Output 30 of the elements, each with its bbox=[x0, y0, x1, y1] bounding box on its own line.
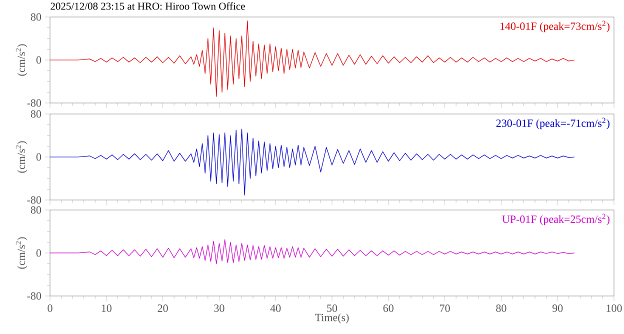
y-tick-label: -80 bbox=[27, 99, 42, 107]
y-axis-title: (cm/s$^{2}$) bbox=[16, 44, 28, 76]
y-tick-label: 0 bbox=[36, 249, 42, 257]
x-tick-label: 70 bbox=[440, 304, 450, 312]
x-tick-label: 20 bbox=[158, 304, 168, 312]
y-tick-label: 80 bbox=[30, 110, 42, 118]
x-tick-label: 80 bbox=[496, 304, 506, 312]
x-tick-label: 30 bbox=[214, 304, 224, 312]
x-tick-label: 0 bbox=[48, 304, 52, 312]
line-series bbox=[50, 128, 575, 196]
y-axis-title: (cm/s$^{2}$) bbox=[16, 237, 28, 269]
y-axis-title: (cm/s$^{2}$) bbox=[16, 141, 28, 173]
text: 230-01F (peak=-71cm/s$^{2}$) bbox=[496, 118, 610, 130]
x-tick-label: 60 bbox=[383, 304, 394, 312]
y-tick-label: 80 bbox=[30, 206, 42, 214]
y-tick-label: 80 bbox=[30, 13, 42, 21]
x-tick-label: 40 bbox=[270, 304, 281, 312]
y-tick-label: 0 bbox=[36, 153, 42, 161]
x-tick-label: 50 bbox=[327, 304, 338, 312]
x-tick-label: 10 bbox=[102, 304, 112, 312]
y-tick-label: -80 bbox=[27, 196, 42, 204]
text: 140-01F (peak=73cm/s$^{2}$) bbox=[500, 20, 610, 32]
x-tick-label: 90 bbox=[552, 304, 563, 312]
line-series bbox=[50, 239, 575, 264]
chart-title: 2025/12/08 23:15 at HRO: Hiroo Town Office bbox=[50, 2, 245, 10]
text: UP-01F (peak=25cm/s$^{2}$) bbox=[502, 214, 610, 226]
y-tick-label: -80 bbox=[27, 292, 42, 300]
y-tick-label: 0 bbox=[36, 56, 42, 64]
x-axis-title: Time(s) bbox=[314, 313, 349, 324]
x-tick-label: 100 bbox=[606, 304, 622, 312]
